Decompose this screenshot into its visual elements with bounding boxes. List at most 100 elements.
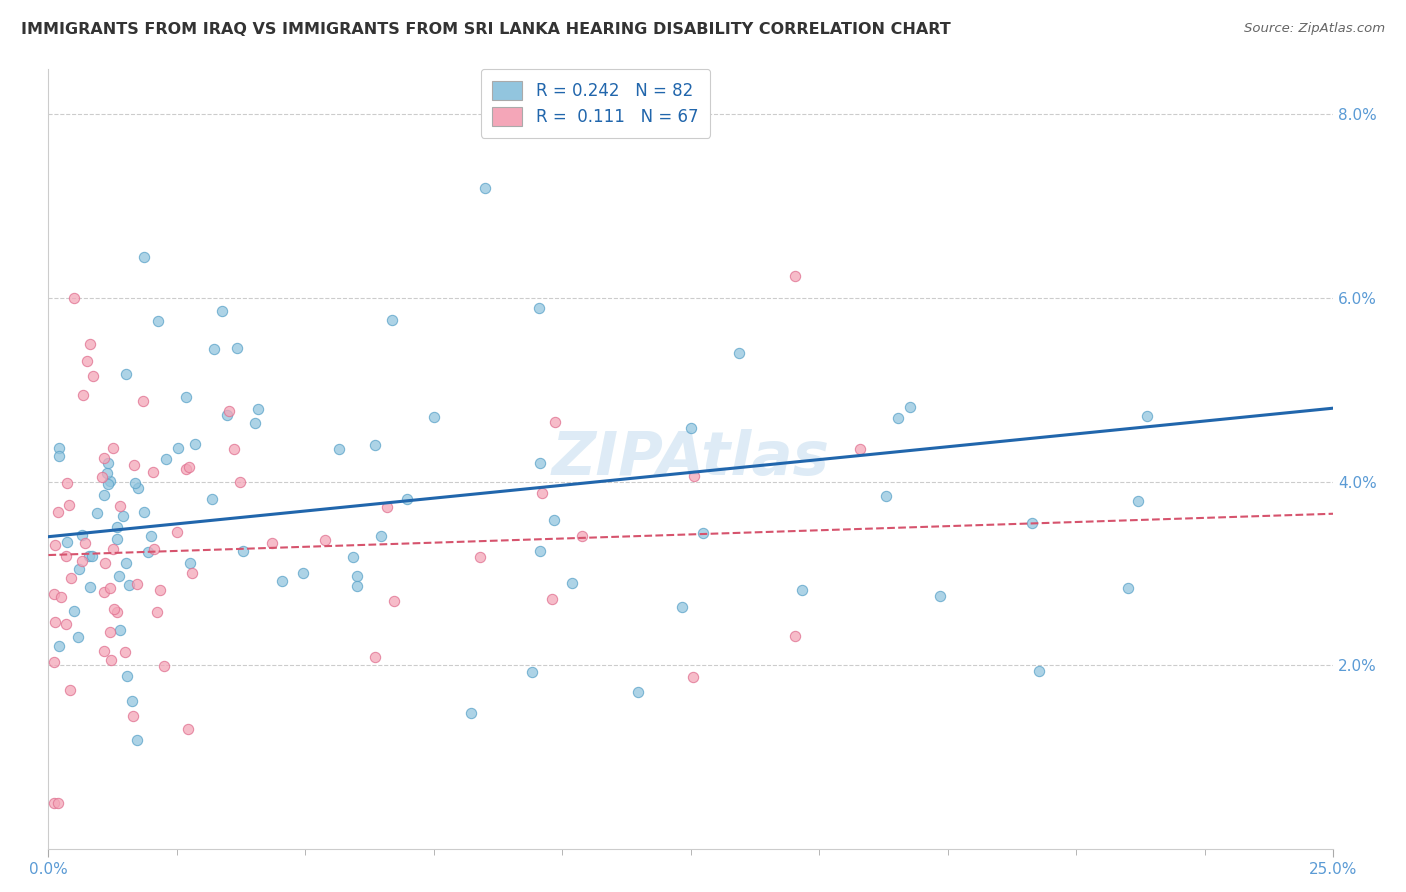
Point [42,655,65,669]
Point [105,605,128,619]
Point [887,410,910,425]
Point [529,544,551,558]
Point [627,685,650,699]
Point [679,421,702,435]
Point [530,485,553,500]
Point [370,529,392,543]
Point [67,562,90,576]
Point [470,550,492,565]
Point [898,401,921,415]
Point [529,456,551,470]
Point [875,489,897,503]
Point [91,470,114,484]
Point [142,542,165,557]
Point [145,605,167,619]
Point [1028,664,1050,678]
Point [125,576,148,591]
Point [211,303,233,318]
Point [262,536,284,550]
Point [225,341,247,355]
Point [682,468,704,483]
Point [1021,516,1043,530]
Point [364,438,387,452]
Point [682,670,704,684]
Point [328,442,350,457]
Point [544,415,567,429]
Point [396,492,419,507]
Point [66,630,89,644]
Point [98,624,121,639]
Point [58,683,80,698]
Point [121,709,143,723]
Point [1136,409,1159,424]
Point [155,452,177,467]
Text: ZIPAtlas: ZIPAtlas [551,429,830,488]
Point [139,528,162,542]
Point [55,616,77,631]
Point [56,476,79,491]
Point [543,513,565,527]
Point [181,566,204,580]
Point [382,594,405,608]
Point [115,557,138,571]
Point [183,437,205,451]
Point [48,639,70,653]
Point [72,388,94,402]
Point [346,579,368,593]
Point [224,442,246,457]
Point [474,181,496,195]
Point [527,301,550,316]
Point [375,500,398,515]
Point [292,566,315,581]
Point [342,550,364,565]
Text: IMMIGRANTS FROM IRAQ VS IMMIGRANTS FROM SRI LANKA HEARING DISABILITY CORRELATION: IMMIGRANTS FROM IRAQ VS IMMIGRANTS FROM … [21,22,950,37]
Point [103,441,125,455]
Point [174,390,197,404]
Point [246,402,269,417]
Point [44,538,66,552]
Point [56,534,79,549]
Point [1116,581,1139,595]
Point [520,665,543,679]
Point [46,796,69,810]
Point [201,491,224,506]
Point [202,342,225,356]
Point [100,653,122,667]
Point [460,706,482,720]
Point [146,314,169,328]
Point [218,404,240,418]
Point [79,337,101,351]
Point [70,554,93,568]
Point [245,416,267,430]
Point [124,476,146,491]
Point [728,345,751,359]
Point [142,465,165,479]
Point [215,408,238,422]
Point [93,450,115,465]
Point [124,458,146,472]
Point [785,268,807,283]
Point [166,524,188,539]
Point [127,481,149,495]
Point [98,474,121,488]
Point [314,533,336,547]
Point [229,475,252,490]
Point [79,580,101,594]
Point [571,529,593,543]
Point [121,693,143,707]
Point [44,796,66,810]
Point [136,545,159,559]
Point [849,442,872,456]
Point [127,733,149,747]
Point [541,591,564,606]
Point [149,582,172,597]
Point [179,557,201,571]
Point [422,410,444,425]
Point [108,500,131,514]
Point [363,650,385,665]
Point [73,536,96,550]
Point [111,509,134,524]
Point [118,578,141,592]
Point [103,601,125,615]
Point [48,449,70,463]
